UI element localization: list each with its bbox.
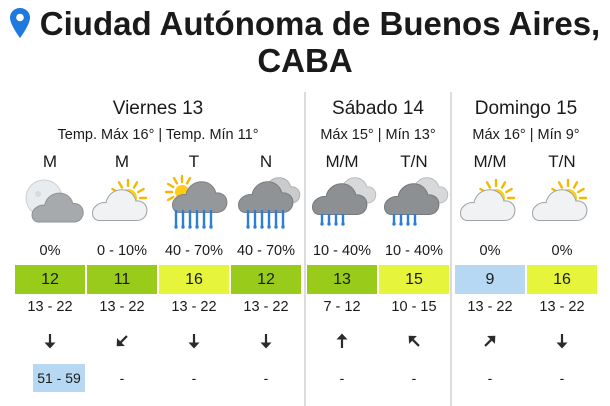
day-column-saturday: Sábado 14 Máx 15° | Mín 13° M/M 10 - 40%… (306, 92, 450, 406)
precipitation-probability: 0% (479, 243, 501, 259)
forecast-slot: N 40 - 70% 12 13 - 22 - (230, 92, 302, 406)
period-label: M (114, 152, 130, 171)
wind-speed-range: 10 - 15 (391, 299, 437, 315)
wind-gust: 51 - 59 (33, 364, 85, 392)
sun-cloud-rain-icon (158, 174, 230, 238)
location-name: Ciudad Autónoma de Buenos Aires, (39, 5, 601, 42)
wind-speed-range: 7 - 12 (323, 299, 361, 315)
location-title-line1: Ciudad Autónoma de Buenos Aires, (0, 6, 610, 42)
wind-gust: - (191, 370, 197, 386)
precipitation-probability: 40 - 70% (164, 243, 224, 259)
cloud-light-rain-icon (378, 174, 450, 238)
forecast-slot: T 40 - 70% 16 13 - 22 - (158, 92, 230, 406)
forecast-slot: T/N 0% 16 13 - 22 - (526, 92, 598, 406)
forecast-slot: T/N 10 - 40% 15 10 - 15 - (378, 92, 450, 406)
period-label: M/M (473, 152, 507, 171)
day-name: Sábado 14 (332, 98, 424, 119)
wind-speed-range: 13 - 22 (243, 299, 289, 315)
sun-cloud-icon (526, 174, 598, 238)
precipitation-probability: 10 - 40% (384, 243, 444, 259)
wind-gust: - (263, 370, 269, 386)
arrow-down-icon (185, 332, 203, 350)
day-name: Viernes 13 (112, 98, 204, 119)
arrow-up-icon (333, 332, 351, 350)
forecast-slot: M 0% 12 13 - 22 51 - 59 (14, 92, 86, 406)
precipitation-probability: 10 - 40% (312, 243, 372, 259)
period-label: M/M (325, 152, 359, 171)
uv-index-badge: 15 (379, 265, 449, 294)
uv-index-badge: 11 (87, 265, 157, 294)
uv-index-badge: 12 (231, 265, 301, 294)
period-label: T/N (548, 152, 576, 171)
sun-cloud-icon (454, 174, 526, 238)
uv-index-badge: 16 (159, 265, 229, 294)
wind-gust: - (339, 370, 345, 386)
precipitation-probability: 0 - 10% (97, 243, 147, 259)
precipitation-probability: 40 - 70% (236, 243, 296, 259)
period-label: T/N (400, 152, 428, 171)
uv-index-badge: 12 (15, 265, 85, 294)
uv-index-badge: 16 (527, 265, 597, 294)
wind-speed-range: 13 - 22 (171, 299, 217, 315)
wind-speed-range: 13 - 22 (99, 299, 145, 315)
day-column-friday: Viernes 13 Temp. Máx 16° | Temp. Mín 11°… (14, 92, 302, 406)
precipitation-probability: 0% (39, 243, 61, 259)
forecast-slot: M/M 10 - 40% 13 7 - 12 - (306, 92, 378, 406)
wind-speed-range: 13 - 22 (27, 299, 73, 315)
arrow-down-icon (553, 332, 571, 350)
forecast-slot: M 0 - 10% 11 13 - 22 - (86, 92, 158, 406)
wind-gust: - (411, 370, 417, 386)
uv-index-badge: 13 (307, 265, 377, 294)
day-name: Domingo 15 (474, 98, 578, 119)
uv-index-badge: 9 (455, 265, 525, 294)
day-separator (304, 92, 306, 406)
period-label: N (259, 152, 273, 171)
period-label: T (188, 152, 200, 171)
moon-cloud-icon (14, 174, 86, 238)
wind-speed-range: 13 - 22 (539, 299, 585, 315)
sun-cloud-icon (86, 174, 158, 238)
wind-gust: - (487, 370, 493, 386)
location-header: Ciudad Autónoma de Buenos Aires, CABA (0, 0, 610, 84)
arrow-down-icon (257, 332, 275, 350)
wind-speed-range: 13 - 22 (467, 299, 513, 315)
forecast-slot: M/M 0% 9 13 - 22 - (454, 92, 526, 406)
day-temperature-summary: Temp. Máx 16° | Temp. Mín 11° (57, 127, 259, 143)
cloud-light-rain-icon (306, 174, 378, 238)
arrow-up-right-icon (481, 332, 499, 350)
wind-gust: - (119, 370, 125, 386)
arrow-down-left-icon (113, 332, 131, 350)
cloud-rain-icon (230, 174, 302, 238)
day-temperature-summary: Máx 15° | Mín 13° (320, 127, 436, 143)
period-label: M (42, 152, 58, 171)
day-separator (450, 92, 452, 406)
day-temperature-summary: Máx 16° | Mín 9° (472, 127, 580, 143)
location-title-line2: CABA (257, 42, 353, 79)
map-pin-icon (9, 8, 30, 38)
arrow-up-left-icon (405, 332, 423, 350)
arrow-down-icon (41, 332, 59, 350)
precipitation-probability: 0% (551, 243, 573, 259)
wind-gust: - (559, 370, 565, 386)
day-column-sunday: Domingo 15 Máx 16° | Mín 9° M/M 0% 9 13 … (454, 92, 598, 406)
